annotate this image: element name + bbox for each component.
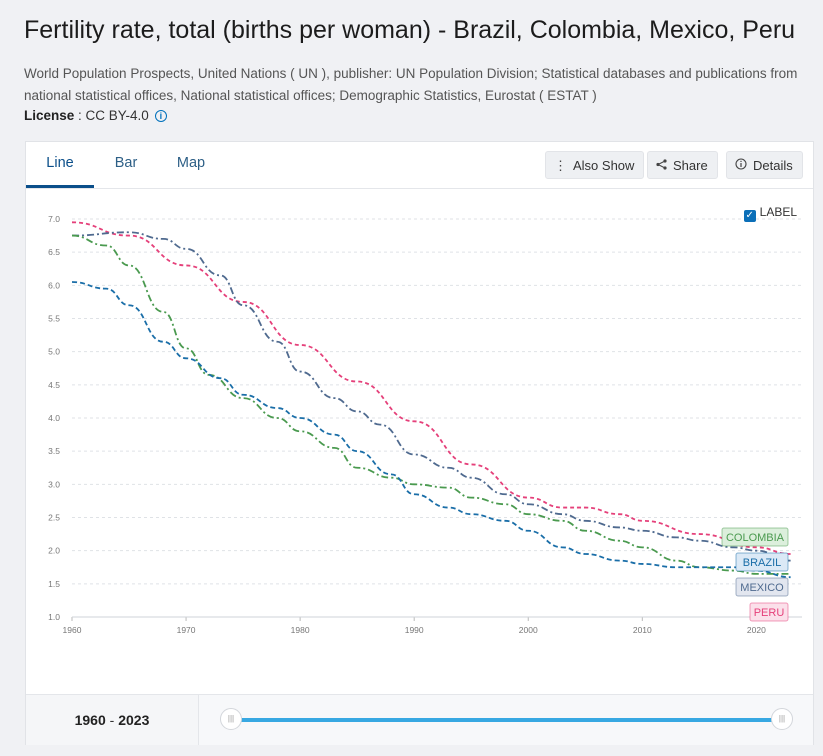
series-line-brazil: [71, 281, 791, 579]
x-tick-label: 1960: [63, 625, 82, 635]
line-chart: 7.06.56.05.55.04.54.03.53.02.52.01.51.01…: [48, 214, 802, 635]
y-tick-label: 2.5: [48, 513, 60, 523]
tab-bar[interactable]: Bar: [114, 155, 138, 171]
series-line-colombia: [71, 234, 791, 575]
series-label-mexico: MEXICO: [740, 582, 784, 594]
x-tick-label: 2020: [747, 625, 766, 635]
details-label: Details: [753, 158, 793, 173]
label-toggle-text: LABEL: [759, 205, 797, 219]
x-tick-label: 2000: [519, 625, 538, 635]
info-circle-icon: [735, 152, 747, 180]
chart-panel: Line Bar Map ⋮ Also Show Share Details ✓ L…: [25, 141, 814, 745]
label-toggle[interactable]: ✓ LABEL: [743, 205, 797, 222]
range-footer: 1960 - 2023 ||| |||: [26, 694, 813, 745]
y-tick-label: 1.5: [48, 579, 60, 589]
range-end: 2023: [118, 712, 150, 728]
y-tick-label: 2.0: [48, 546, 60, 556]
y-tick-label: 5.5: [48, 314, 60, 324]
y-tick-label: 4.0: [48, 413, 60, 423]
series-label-box-mexico: [735, 577, 789, 597]
y-tick-label: 1.0: [48, 612, 60, 622]
series-line-peru: [71, 221, 791, 555]
also-show-button[interactable]: ⋮ Also Show: [545, 151, 645, 179]
y-tick-label: 3.0: [48, 479, 60, 489]
series-label-colombia: COLOMBIA: [726, 532, 785, 544]
series-label-box-peru: [749, 602, 789, 622]
chart-tabs: Line Bar Map ⋮ Also Show Share Details: [26, 142, 813, 189]
page-title: Fertility rate, total (births per woman)…: [24, 16, 796, 44]
range-separator: -: [105, 712, 119, 728]
series-line-mexico: [71, 231, 791, 562]
license-label: License: [24, 108, 75, 123]
y-tick-label: 7.0: [48, 214, 60, 224]
range-label: 1960 - 2023: [26, 695, 199, 745]
y-tick-label: 4.5: [48, 380, 60, 390]
y-tick-label: 5.0: [48, 347, 60, 357]
range-slider-start-handle[interactable]: |||: [220, 708, 242, 730]
license: License : CC BY-4.0 i: [24, 108, 167, 123]
more-vertical-icon: ⋮: [554, 158, 567, 173]
details-button[interactable]: Details: [726, 151, 803, 179]
source-text: World Population Prospects, United Natio…: [24, 66, 798, 103]
series-label-box-brazil: [735, 552, 789, 572]
series-label-brazil: BRAZIL: [743, 557, 782, 569]
chart-area: ✓ LABEL 7.0 6.5 6.0 5.5 5.0 4.5 4.0 3.5 3.0 2.5 2.0…: [26, 189, 813, 694]
range-slider-track[interactable]: [231, 718, 782, 722]
share-label: Share: [673, 158, 708, 173]
info-icon[interactable]: i: [154, 110, 167, 122]
checkbox-checked-icon[interactable]: ✓: [743, 210, 756, 222]
x-tick-label: 1980: [291, 625, 310, 635]
x-tick-label: 1970: [177, 625, 196, 635]
also-show-label: Also Show: [573, 158, 635, 173]
series-label-box-colombia: [721, 527, 789, 547]
share-icon: [656, 152, 667, 180]
range-start: 1960: [74, 712, 106, 728]
x-tick-label: 1990: [405, 625, 424, 635]
tab-map[interactable]: Map: [176, 155, 206, 171]
share-button[interactable]: Share: [647, 151, 718, 179]
series-label-peru: PERU: [754, 607, 785, 619]
y-tick-label: 3.5: [48, 446, 60, 456]
license-value: : CC BY-4.0: [74, 108, 149, 123]
x-tick-label: 2010: [633, 625, 652, 635]
tab-line[interactable]: Line: [26, 142, 94, 188]
y-tick-label: 6.0: [48, 280, 60, 290]
y-tick-label: 6.5: [48, 247, 60, 257]
range-slider-end-handle[interactable]: |||: [771, 708, 793, 730]
